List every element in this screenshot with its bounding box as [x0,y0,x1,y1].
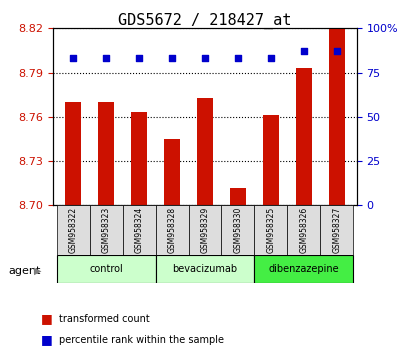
Bar [262,115,279,205]
Point [70,56,76,61]
Text: agent: agent [8,266,40,276]
Bar [56,205,89,255]
Text: GSM958323: GSM958323 [101,207,110,253]
Bar [155,205,188,255]
Text: dibenzazepine: dibenzazepine [268,264,338,274]
Text: GSM958328: GSM958328 [167,207,176,253]
Text: bevacizumab: bevacizumab [172,264,237,274]
Text: GSM958326: GSM958326 [299,207,308,253]
Text: GSM958322: GSM958322 [68,207,77,253]
Point [103,56,109,61]
Point [135,56,142,61]
Bar [89,205,122,255]
Bar [155,255,254,283]
Bar [229,188,246,205]
Text: GDS5672 / 218427_at: GDS5672 / 218427_at [118,12,291,29]
Bar [65,102,81,205]
Text: GSM958329: GSM958329 [200,207,209,253]
Bar [254,205,287,255]
Bar [287,205,320,255]
Bar [122,205,155,255]
Text: transformed count: transformed count [59,314,150,324]
Bar [56,255,155,283]
Text: ■: ■ [41,333,53,346]
Point [169,56,175,61]
Bar [98,102,114,205]
Point [300,48,306,54]
Text: percentile rank within the sample: percentile rank within the sample [59,335,224,345]
Text: GSM958327: GSM958327 [332,207,341,253]
Point [234,56,240,61]
Bar [295,68,311,205]
Text: ■: ■ [41,312,53,325]
Bar [130,113,147,205]
Text: GSM958325: GSM958325 [266,207,275,253]
Text: control: control [89,264,123,274]
Bar [196,98,213,205]
Point [333,48,339,54]
Bar [254,255,353,283]
Bar [188,205,221,255]
Point [267,56,274,61]
Bar [328,28,344,205]
Bar [221,205,254,255]
Text: GSM958330: GSM958330 [233,207,242,253]
Bar [320,205,353,255]
Bar [163,139,180,205]
Point [201,56,208,61]
Text: GSM958324: GSM958324 [134,207,143,253]
Text: ▶: ▶ [34,266,41,276]
